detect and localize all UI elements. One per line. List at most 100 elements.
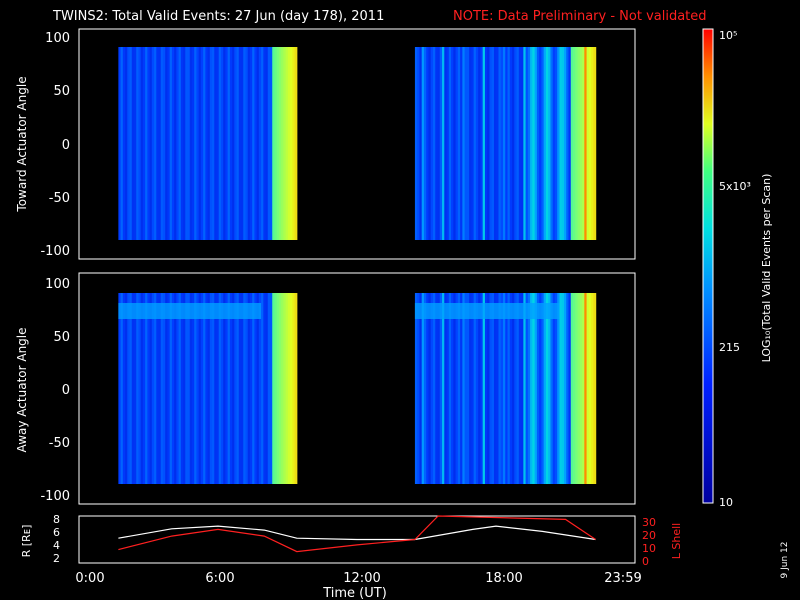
heatmap-cell (505, 293, 509, 484)
heatmap-cell (426, 293, 430, 484)
heatmap-cell (423, 47, 427, 240)
heatmap-cell (267, 293, 271, 484)
heatmap-cell (154, 47, 157, 240)
heatmap-cell (218, 293, 222, 484)
heatmap-cell (448, 47, 452, 240)
heatmap-cell (439, 47, 443, 240)
heatmap-cell (509, 47, 513, 240)
heatmap-cell (180, 47, 184, 240)
ephemeris-lines (118, 515, 596, 553)
heatmap-cell (568, 47, 572, 240)
ytick-label: -100 (40, 489, 70, 504)
colorbar-tick: 5x10³ (719, 180, 751, 193)
heatmap-cell (118, 293, 122, 484)
heatmap-cell (216, 47, 220, 240)
heatmap-cell (539, 47, 543, 240)
colorbar-label: LOG₁₀(Total Valid Events per Scan) (760, 174, 773, 363)
ytick-label: 0 (62, 383, 70, 398)
heatmap-cell (530, 47, 533, 240)
heatmap-cell (489, 47, 493, 240)
heatmap-band (118, 303, 262, 319)
xtick-label: 12:00 (343, 571, 380, 586)
heatmap-cell (256, 47, 260, 240)
heatmap-cell (225, 293, 229, 484)
heatmap-cell (437, 47, 441, 240)
heatmap-cell (243, 47, 247, 240)
ytick-label: -50 (49, 191, 70, 206)
heatmap-cell (464, 293, 468, 484)
heatmap-cell (473, 47, 477, 240)
heatmap-cell (548, 293, 552, 484)
heatmap-cell (464, 47, 468, 240)
heatmap-cell (249, 293, 253, 484)
heatmap-cell (559, 47, 563, 240)
heatmap-cell (484, 293, 488, 484)
heatmap-cell (593, 47, 597, 240)
heatmap-cell (283, 47, 287, 240)
ytick-label: 50 (53, 330, 70, 345)
xaxis: 0:00 6:00 12:00 18:00 23:59 Time (UT) (75, 571, 641, 600)
yaxis-label-away: Away Actuator Angle (15, 327, 29, 452)
heatmap-cell (176, 47, 180, 240)
heatmap-cell (283, 293, 287, 484)
heatmap-cell (194, 47, 198, 240)
heatmap-cell (518, 293, 522, 484)
heatmap-cell (265, 47, 269, 240)
heatmap-cell (453, 47, 457, 240)
heatmap-cell (122, 293, 126, 484)
heatmap-cell (534, 293, 538, 484)
heatmap-cell (165, 293, 169, 484)
heatmap-cell (118, 47, 122, 240)
heatmap-cell (285, 47, 289, 240)
ytick-label: -50 (49, 436, 70, 451)
heatmap-cell (451, 47, 454, 240)
heatmap-cell (174, 47, 177, 240)
heatmap-cell (212, 293, 215, 484)
heatmap-cell (419, 47, 423, 240)
heatmap-cell (532, 293, 536, 484)
heatmap-cell (588, 47, 592, 240)
heatmap-cell (270, 293, 273, 484)
heatmap-cell (496, 47, 500, 240)
heatmap-cell (258, 293, 262, 484)
heatmap-cell (507, 47, 511, 240)
heatmap-cell (138, 47, 142, 240)
heatmap-cell (261, 293, 264, 484)
heatmap-cell (417, 47, 421, 240)
heatmap-cell (446, 47, 450, 240)
xtick-label: 18:00 (485, 571, 522, 586)
heatmap-cell (523, 47, 527, 240)
heatmap-cell (176, 293, 180, 484)
heatmap-cell (575, 293, 579, 484)
heatmap-cell (256, 293, 260, 484)
heatmap-cell (198, 293, 202, 484)
heatmap-cell (165, 47, 169, 240)
heatmap-cell (232, 293, 235, 484)
heatmap-cell (503, 47, 506, 240)
heatmap-cell (500, 293, 504, 484)
heatmap-cell (545, 293, 549, 484)
heatmap-cell (577, 47, 581, 240)
ephem-left-tick: 6 (53, 526, 60, 539)
heatmap-cell (455, 47, 459, 240)
ephem-right-tick: 0 (642, 555, 649, 568)
heatmap-cell (229, 293, 233, 484)
yaxis-away: 100 50 0 -50 -100 Away Actuator Angle (15, 277, 70, 504)
heatmap-cell (570, 293, 574, 484)
heatmap-cell (525, 47, 529, 240)
heatmap-cell (238, 293, 242, 484)
heatmap-cell (444, 293, 448, 484)
heatmap-cell (220, 47, 224, 240)
heatmap-cell (254, 293, 258, 484)
heatmap-cell (162, 293, 166, 484)
heatmap-cell (439, 293, 443, 484)
heatmap-cell (577, 293, 581, 484)
ephem-right-tick: 30 (642, 516, 656, 529)
heatmap-cell (518, 47, 522, 240)
ephemeris-series-l-shell (118, 515, 596, 553)
heatmap-cell (125, 47, 128, 240)
heatmap-cell (265, 293, 269, 484)
heatmap-cell (575, 47, 579, 240)
heatmap-cell (214, 47, 218, 240)
